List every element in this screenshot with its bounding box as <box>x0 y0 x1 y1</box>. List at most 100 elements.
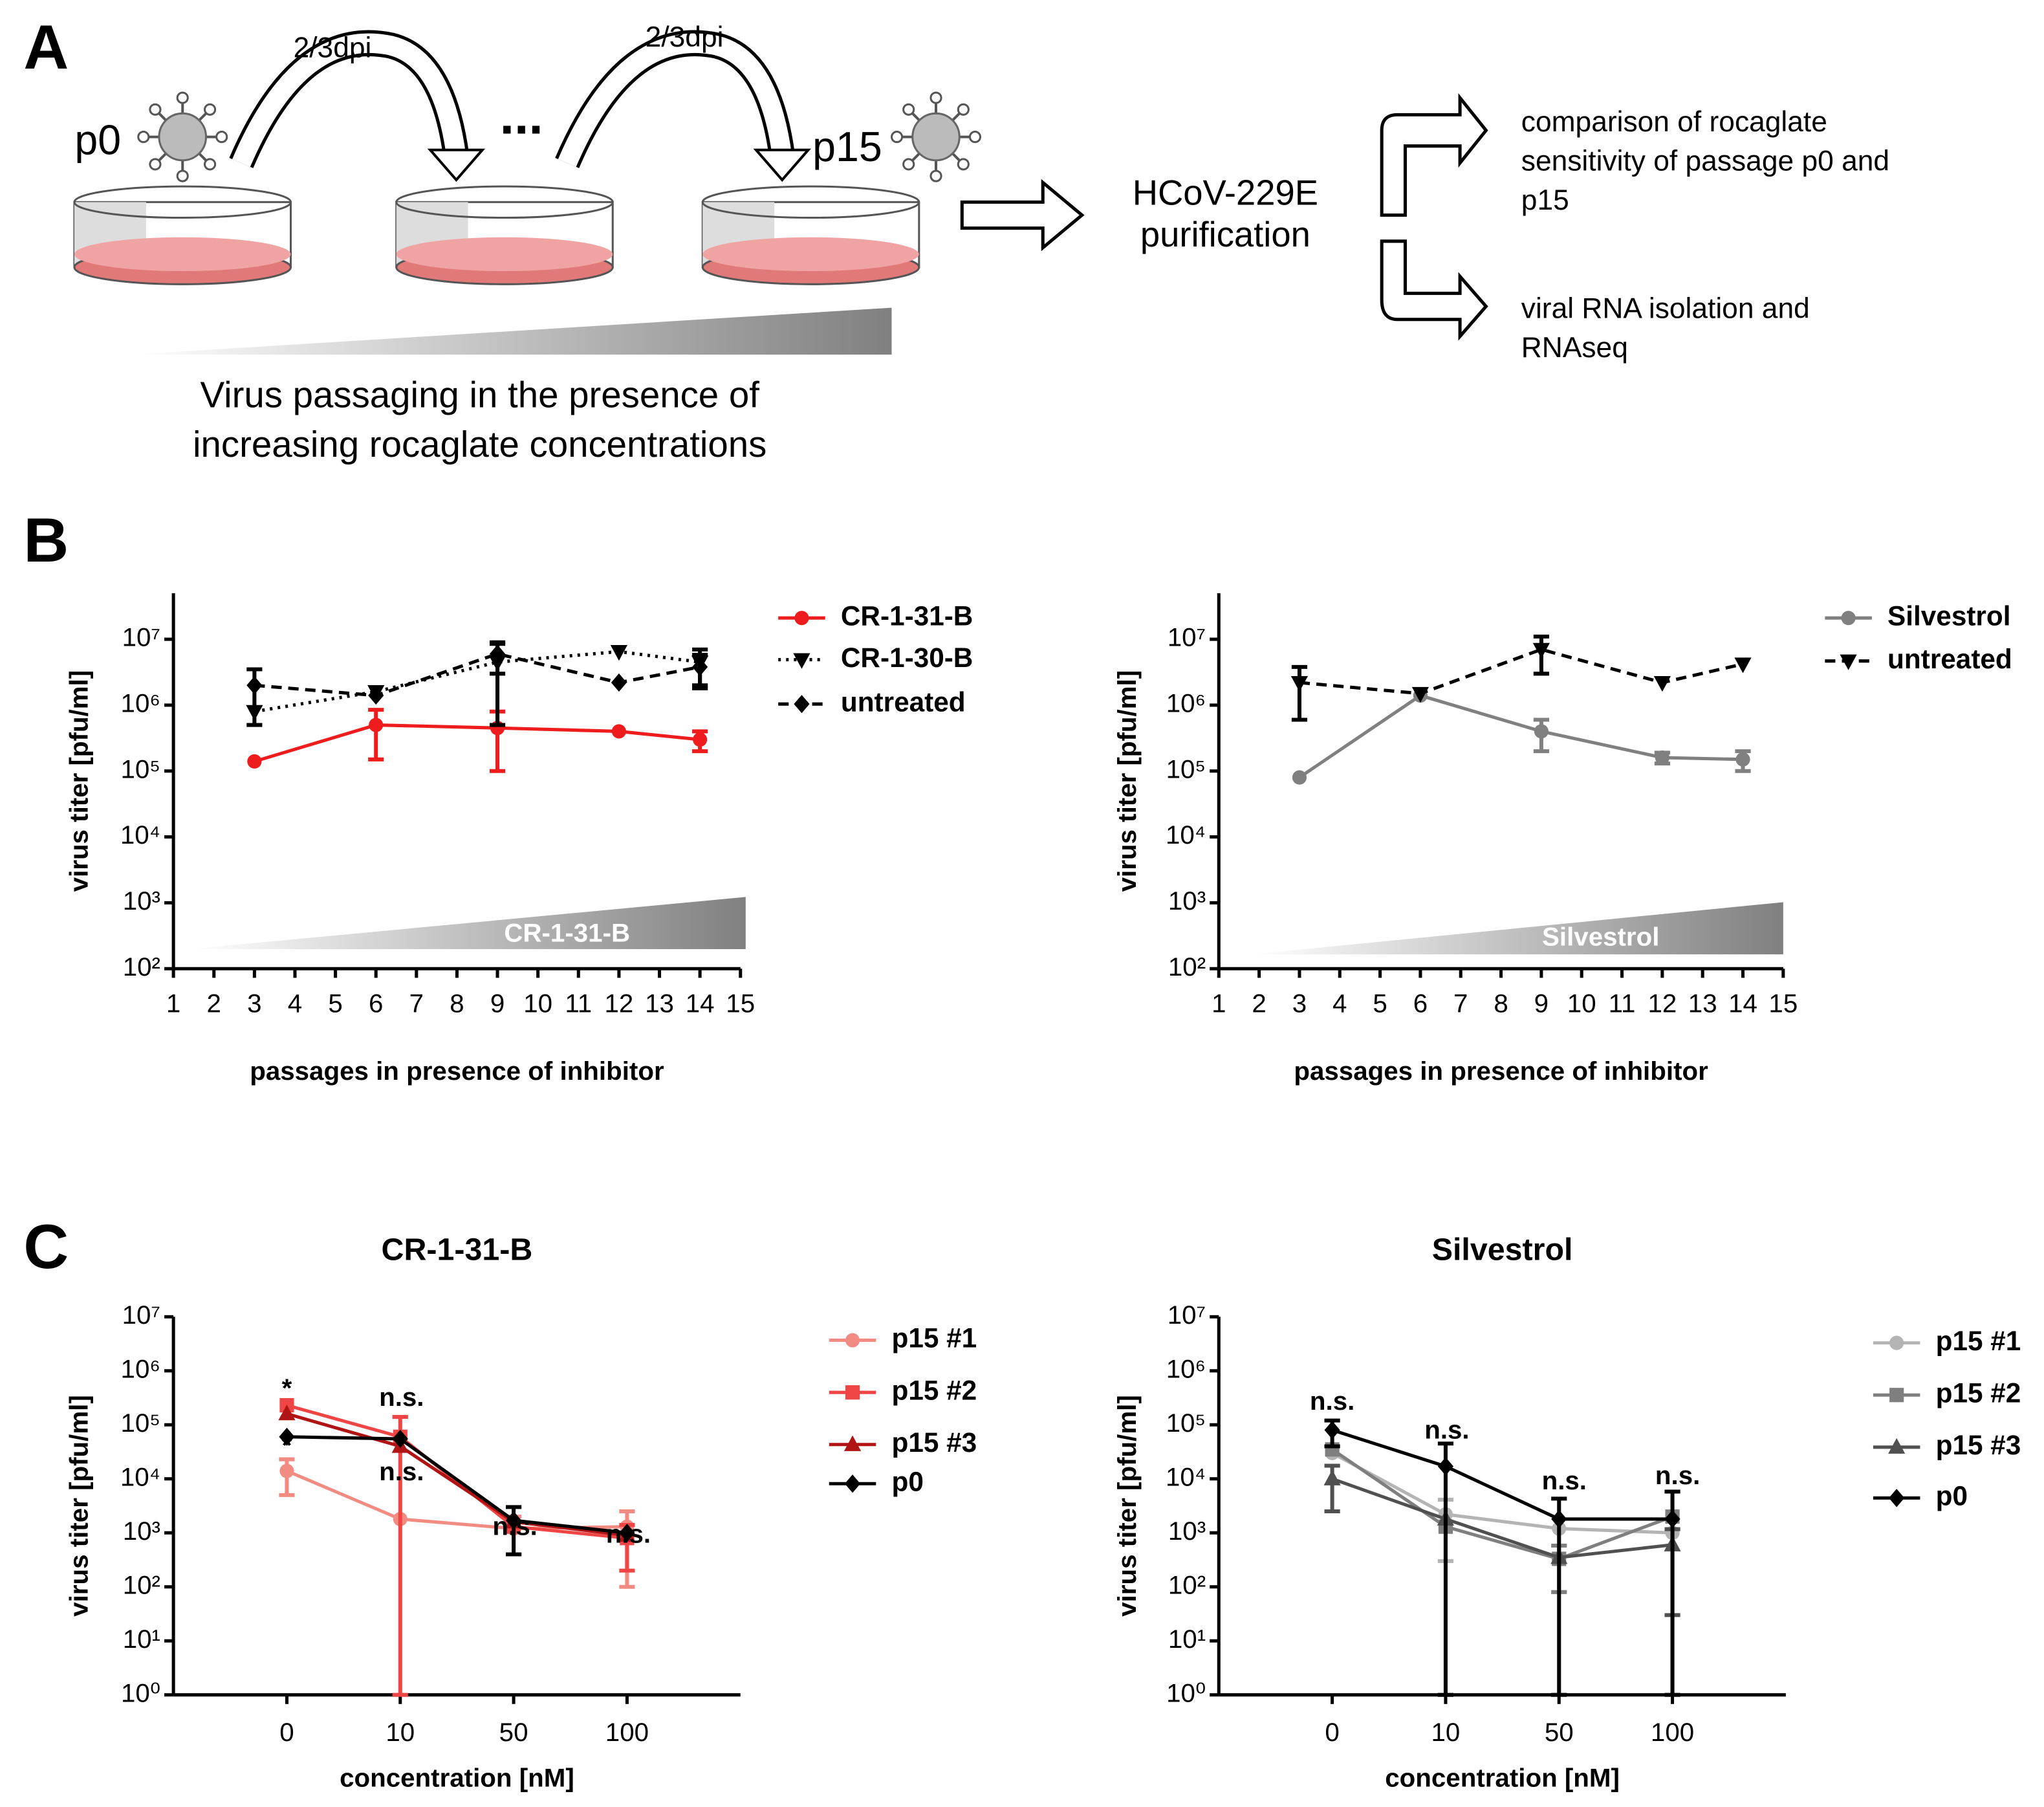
x-tick-label: 6 <box>369 989 383 1018</box>
y-tick-label: 10⁶ <box>121 689 160 718</box>
legend-label: p15 #3 <box>1936 1430 2021 1460</box>
marker <box>843 1435 862 1451</box>
x-tick-label: 50 <box>1545 1718 1574 1747</box>
marker <box>844 1474 861 1493</box>
rnaseq-text: RNAseq <box>1521 332 1628 364</box>
marker <box>1889 1489 1905 1507</box>
marker <box>619 1524 635 1542</box>
y-tick-label: 10⁵ <box>120 754 160 783</box>
x-tick-label: 10 <box>386 1718 415 1747</box>
y-tick-label: 10⁶ <box>1166 1354 1206 1383</box>
y-tick-label: 10⁶ <box>121 1354 160 1383</box>
p0-label: p0 <box>74 117 121 164</box>
marker <box>1735 752 1750 767</box>
x-tick-label: 1 <box>166 989 180 1018</box>
marker <box>611 724 626 739</box>
y-tick-label: 10² <box>1168 952 1206 981</box>
marker <box>794 611 809 626</box>
legend-label: p15 #2 <box>891 1375 977 1405</box>
legend-label: CR-1-30-B <box>841 642 973 673</box>
marker <box>1534 724 1549 739</box>
y-tick-label: 10⁵ <box>120 1408 160 1438</box>
legend-label: p0 <box>891 1466 923 1496</box>
x-tick-label: 1 <box>1212 989 1226 1018</box>
marker <box>1292 770 1307 785</box>
y-tick-label: 10⁰ <box>1166 1678 1206 1707</box>
x-tick-label: 5 <box>1373 989 1387 1018</box>
x-axis-label: concentration [nM] <box>1385 1763 1620 1792</box>
annotation: n.s. <box>1424 1415 1469 1444</box>
series-line <box>1331 1451 1673 1535</box>
marker <box>1323 1469 1341 1485</box>
y-tick-label: 10⁵ <box>1166 754 1206 783</box>
series-line <box>286 1403 627 1540</box>
panel-letter: A <box>23 12 69 82</box>
x-axis-label: passages in presence of inhibitor <box>250 1057 664 1086</box>
series-line <box>286 1412 627 1537</box>
x-tick-label: 14 <box>686 989 715 1018</box>
marker <box>1841 611 1856 626</box>
marker <box>793 653 810 669</box>
series-line <box>1298 694 1743 779</box>
annotation: n.s. <box>379 1383 424 1412</box>
marker <box>369 717 384 732</box>
y-tick-label: 10⁴ <box>1166 820 1206 849</box>
series-line <box>287 1435 627 1535</box>
marker <box>845 1385 860 1400</box>
y-tick-label: 10³ <box>123 886 160 915</box>
annotation: n.s. <box>1310 1386 1354 1416</box>
annotation: n.s. <box>379 1457 424 1486</box>
x-tick-label: 15 <box>1768 989 1798 1018</box>
x-tick-label: 10 <box>1567 989 1596 1018</box>
marker <box>693 732 708 747</box>
gradient <box>1251 902 1783 955</box>
x-tick-label: 100 <box>605 1718 649 1747</box>
marker <box>1889 1388 1904 1403</box>
p15-label: p15 <box>812 124 882 170</box>
marker <box>1411 686 1430 703</box>
y-axis-label: virus titer [pfu/ml] <box>65 670 94 892</box>
marker <box>278 1405 296 1421</box>
dpi-label: 2/3dpi <box>294 32 372 63</box>
marker <box>506 1511 522 1530</box>
rnaseq-text: viral RNA isolation and <box>1521 292 1810 324</box>
error-bar <box>368 708 384 761</box>
y-tick-label: 10³ <box>1168 886 1206 915</box>
marker <box>368 686 384 705</box>
error-bar <box>1551 1496 1567 1697</box>
x-tick-label: 8 <box>450 989 464 1018</box>
series-line <box>254 723 701 763</box>
y-tick-label: 10³ <box>1168 1517 1206 1546</box>
error-bar <box>392 1415 408 1697</box>
marker <box>1840 654 1857 670</box>
marker <box>1655 750 1669 765</box>
x-tick-label: 7 <box>409 989 424 1018</box>
y-axis-label: virus titer [pfu/ml] <box>1113 670 1142 892</box>
x-tick-label: 12 <box>604 989 633 1018</box>
legend-label: p0 <box>1936 1481 1968 1511</box>
x-tick-label: 11 <box>1609 989 1636 1018</box>
x-tick-label: 13 <box>1688 989 1717 1018</box>
x-tick-label: 0 <box>1325 1718 1339 1747</box>
x-tick-label: 100 <box>1651 1718 1694 1747</box>
x-tick-label: 14 <box>1728 989 1757 1018</box>
annotation: n.s. <box>492 1511 537 1540</box>
x-tick-label: 9 <box>490 989 505 1018</box>
marker <box>1437 1457 1454 1476</box>
y-tick-label: 10¹ <box>123 1625 160 1654</box>
marker <box>246 676 263 695</box>
marker <box>1653 675 1671 692</box>
x-tick-label: 50 <box>499 1718 528 1747</box>
annotation: n.s. <box>1542 1466 1587 1495</box>
purification-text: purification <box>1140 215 1310 254</box>
gradient-label: CR-1-31-B <box>504 919 630 948</box>
purification-text: HCoV-229E <box>1133 173 1318 213</box>
error-bar <box>1437 1441 1454 1697</box>
gradient-label: Silvestrol <box>1542 923 1659 952</box>
y-tick-label: 10⁷ <box>122 1300 160 1330</box>
series-line <box>1331 1448 1673 1561</box>
error-bar <box>1291 664 1308 722</box>
x-tick-label: 3 <box>1292 989 1307 1018</box>
chart-title: CR-1-31-B <box>382 1232 533 1267</box>
